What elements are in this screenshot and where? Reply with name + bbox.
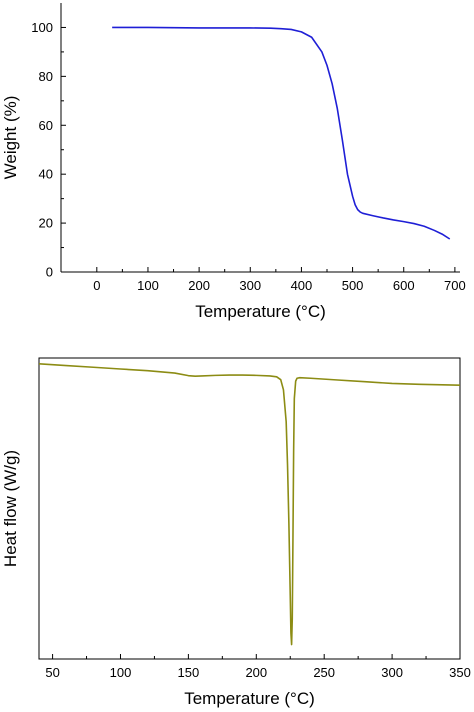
series-line [38, 362, 461, 646]
x-tick-label: 600 [393, 278, 415, 293]
tga-chart: 0 100 200 300 400 500 600 700 0 20 40 60 80 100 Temper… [1, 3, 466, 321]
x-tick-label: 300 [381, 665, 403, 680]
x-tick-label: 100 [137, 278, 159, 293]
y-tick-label: 60 [39, 118, 53, 133]
x-tick-label: 200 [245, 665, 267, 680]
dsc-chart: 50 100 150 200 250 300 350 Temperature (°C) Heat… [1, 357, 471, 708]
x-tick-label: 250 [313, 665, 335, 680]
y-tick-label: 40 [39, 167, 53, 182]
x-tick-label: 200 [188, 278, 210, 293]
x-tick-label: 300 [239, 278, 261, 293]
y-axis-title: Weight (%) [1, 96, 20, 180]
series-line [112, 26, 451, 240]
x-axis-title: Temperature (°C) [195, 302, 326, 321]
x-axis-title: Temperature (°C) [184, 689, 315, 708]
x-tick-label: 700 [444, 278, 466, 293]
y-tick-label: 100 [31, 20, 53, 35]
x-tick-label: 350 [449, 665, 471, 680]
x-tick-label: 0 [93, 278, 100, 293]
plot-frame [38, 357, 461, 660]
x-tick-label: 100 [110, 665, 132, 680]
y-tick-label: 80 [39, 69, 53, 84]
x-tick-label: 150 [178, 665, 200, 680]
x-tick-label: 400 [291, 278, 313, 293]
x-tick-label: 50 [45, 665, 59, 680]
y-tick-label: 20 [39, 216, 53, 231]
y-tick-label: 0 [46, 265, 53, 280]
y-axis-title: Heat flow (W/g) [1, 450, 20, 567]
x-tick-label: 500 [342, 278, 364, 293]
